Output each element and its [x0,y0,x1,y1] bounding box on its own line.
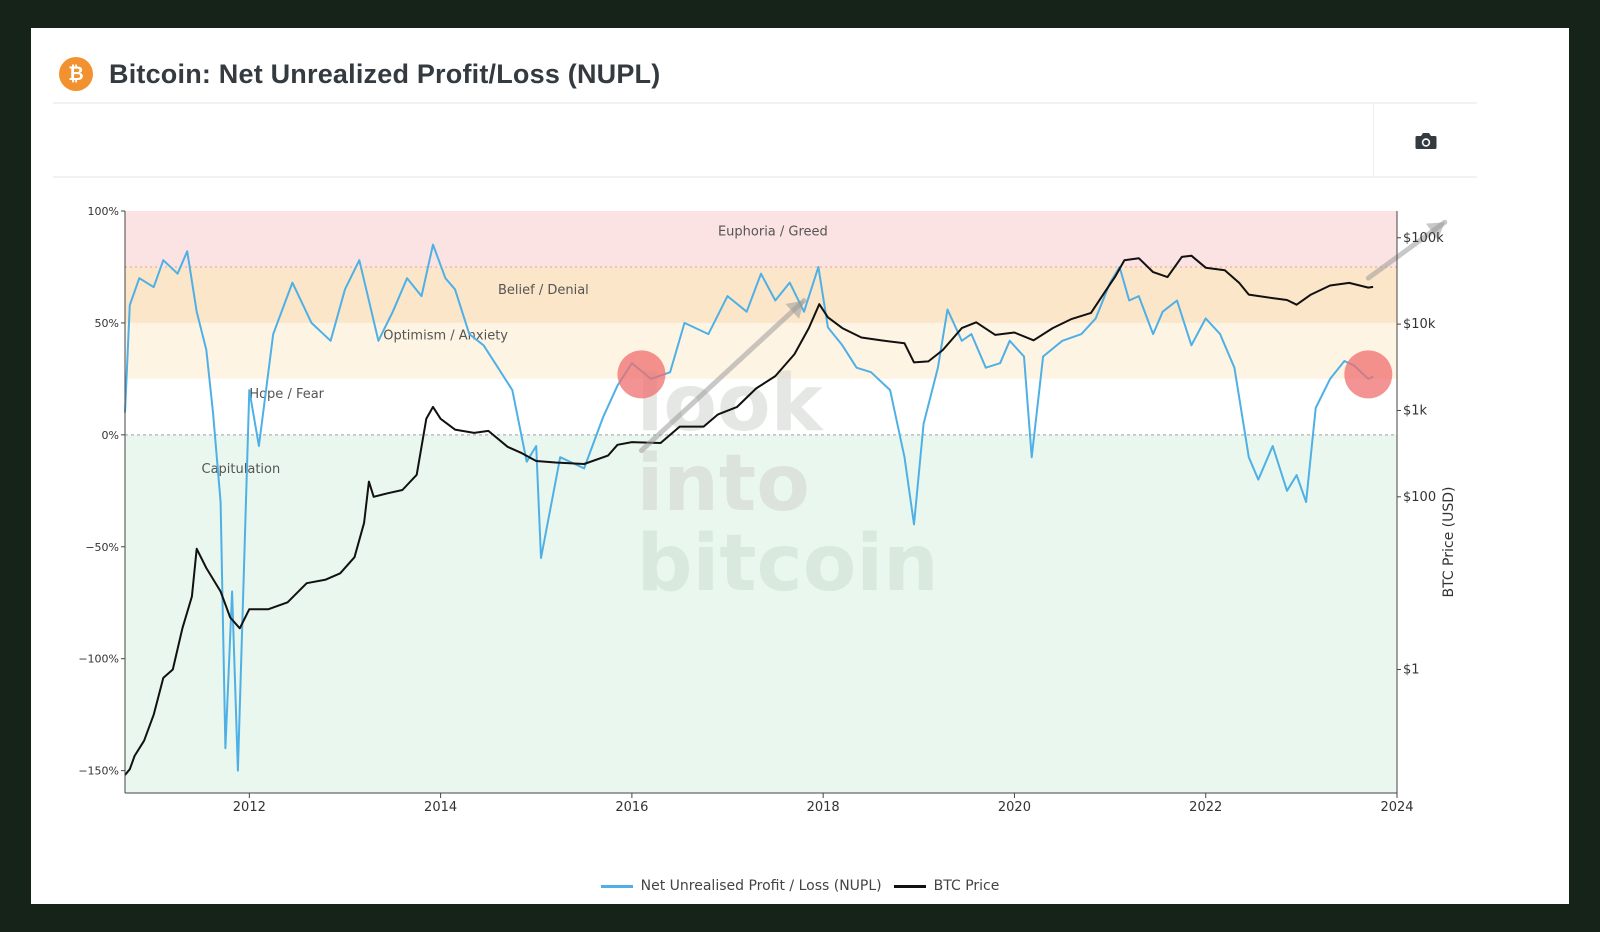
left-tick-label-2: 0% [102,429,119,442]
chart-legend: Net Unrealised Profit / Loss (NUPL) BTC … [31,876,1569,896]
x-tick-label-0: 2012 [233,800,266,815]
zone-band-3 [125,378,1397,435]
right-tick-label-2: $1k [1403,403,1428,418]
zone-label-4: Capitulation [202,462,281,477]
zone-band-4 [125,434,1397,793]
zone-label-0: Euphoria / Greed [718,225,828,240]
x-tick-label-2: 2016 [615,800,648,815]
camera-icon[interactable] [1413,130,1439,152]
zone-label-3: Hope / Fear [249,387,324,402]
legend-item-price[interactable]: BTC Price [893,878,1000,894]
left-tick-label-3: −50% [85,541,119,554]
legend-item-nupl[interactable]: Net Unrealised Profit / Loss (NUPL) [600,878,882,894]
nupl-line [124,243,1374,772]
trend-arrowhead-3 [1426,222,1445,240]
right-tick-label-1: $10k [1403,317,1436,332]
watermark-line-3: bitcoin [637,519,939,609]
x-tick-label-3: 2018 [807,800,840,815]
chart-header: ₿ Bitcoin: Net Unrealized Profit/Loss (N… [59,50,660,98]
trend-arrowhead-2 [785,300,805,319]
btc-price-line [124,254,1374,776]
legend-label-nupl: Net Unrealised Profit / Loss (NUPL) [640,878,882,894]
zone-band-0 [125,211,1397,267]
right-axis-title: BTC Price (USD) [1441,486,1457,597]
right-tick-label-4: $1 [1403,663,1420,678]
zone-band-2 [125,322,1397,379]
chart-card: ₿ Bitcoin: Net Unrealized Profit/Loss (N… [31,28,1569,904]
zone-label-1: Belief / Denial [498,283,589,298]
chart-area: look into bitcoin Euphoria / Greed Belief / … [31,28,1569,904]
toolbar-divider [1373,104,1374,176]
left-tick-label-0: 100% [88,205,119,218]
left-tick-label-4: −100% [78,653,119,666]
watermark-line-2: into [637,439,810,529]
x-tick-label-4: 2020 [998,800,1031,815]
right-tick-label-3: $100 [1403,490,1436,505]
bitcoin-logo-icon: ₿ [59,57,93,91]
page-title: Bitcoin: Net Unrealized Profit/Loss (NUP… [109,58,661,89]
right-tick-label-0: $100k [1403,231,1444,246]
highlight-circle-1 [1344,350,1393,399]
x-tick-label-1: 2014 [424,800,457,815]
left-tick-label-1: 50% [95,317,119,330]
legend-label-price: BTC Price [933,878,1000,894]
highlight-circle-0 [617,350,666,399]
x-tick-label-5: 2022 [1189,800,1222,815]
trend-arrow-2 [638,298,807,454]
legend-swatch-price [893,884,926,888]
left-tick-label-5: −150% [78,765,119,778]
zone-label-2: Optimism / Anxiety [383,329,508,344]
chart-toolbar [53,102,1477,178]
legend-swatch-nupl [600,884,633,888]
x-tick-label-6: 2024 [1380,800,1413,815]
